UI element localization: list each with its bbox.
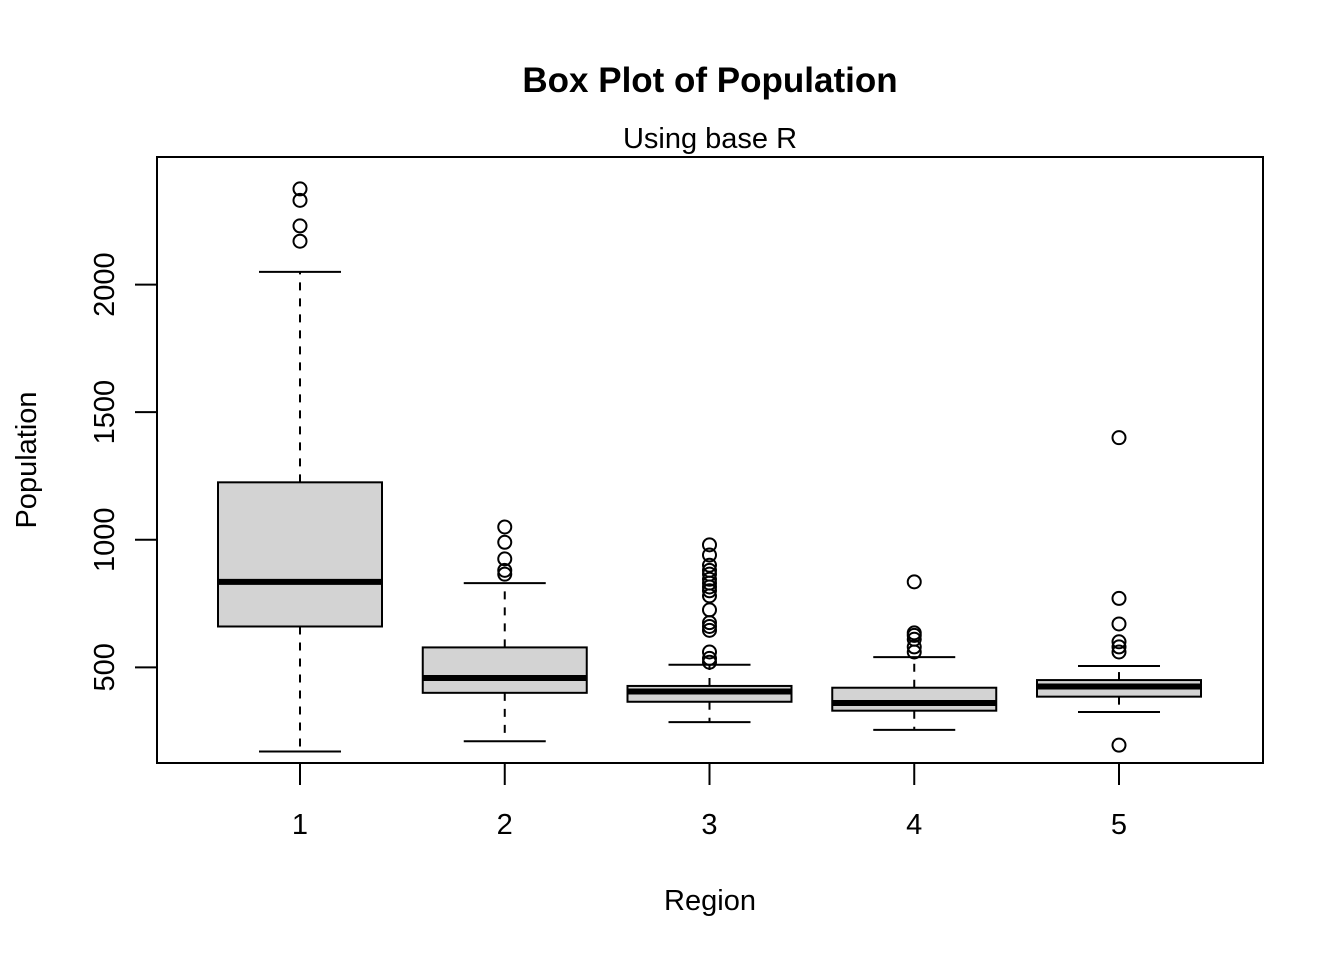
x-tick-label: 1 xyxy=(292,809,308,841)
outlier-point xyxy=(497,566,513,582)
box-group-region-1 xyxy=(217,181,383,753)
x-axis-title: Region xyxy=(664,885,756,917)
chart-subtitle: Using base R xyxy=(623,123,797,155)
box-iqr xyxy=(831,686,998,712)
outlier-point xyxy=(292,233,308,249)
outlier-point xyxy=(702,654,717,670)
outlier-point xyxy=(497,534,513,550)
outlier-point xyxy=(702,583,717,599)
outlier-point xyxy=(702,622,717,638)
outlier-point xyxy=(1111,616,1127,632)
box-group-region-4 xyxy=(831,574,998,731)
outlier-point xyxy=(702,602,717,618)
outlier-point xyxy=(702,650,717,666)
y-tick-label: 1500 xyxy=(89,380,121,445)
outlier-point xyxy=(292,192,308,208)
outlier-point xyxy=(1111,634,1127,650)
y-tick-label: 1000 xyxy=(89,507,121,572)
outlier-point xyxy=(906,574,922,590)
outlier-point xyxy=(702,566,717,582)
outlier-point xyxy=(1111,639,1127,655)
outlier-point xyxy=(906,639,922,655)
outlier-point xyxy=(702,618,717,634)
x-tick-label: 2 xyxy=(497,809,513,841)
outlier-point xyxy=(497,551,513,567)
plot-frame xyxy=(156,156,1264,764)
outlier-point xyxy=(702,562,717,578)
y-axis-title: Population xyxy=(11,391,43,528)
outlier-point xyxy=(702,644,717,660)
outlier-point xyxy=(702,537,717,553)
x-tick-label: 4 xyxy=(906,809,922,841)
box-iqr xyxy=(421,646,588,694)
x-tick-label: 3 xyxy=(701,809,717,841)
outlier-point xyxy=(702,557,717,573)
outlier-point xyxy=(1111,644,1127,660)
box-group-region-5 xyxy=(1036,430,1202,753)
outlier-point xyxy=(702,547,717,563)
outlier-point xyxy=(497,519,513,535)
y-tick-label: 2000 xyxy=(89,252,121,317)
x-axis: 1 2 3 4 5 xyxy=(292,762,1127,841)
outlier-point xyxy=(1111,430,1127,446)
outlier-point xyxy=(1111,737,1127,753)
outlier-point xyxy=(292,181,308,197)
outlier-point xyxy=(292,218,308,234)
box-group-region-2 xyxy=(421,519,588,743)
y-axis: 500 1000 1500 2000 xyxy=(89,252,158,692)
chart-title: Box Plot of Population xyxy=(522,61,897,100)
boxes-layer xyxy=(217,181,1202,753)
box-iqr xyxy=(217,481,383,628)
x-tick-label: 5 xyxy=(1111,809,1127,841)
outlier-point xyxy=(906,625,922,641)
outlier-point xyxy=(497,562,513,578)
y-tick-label: 500 xyxy=(89,643,121,691)
outlier-point xyxy=(1111,590,1127,606)
outlier-point xyxy=(906,631,922,647)
outlier-point xyxy=(702,571,717,587)
box-group-region-3 xyxy=(626,537,793,724)
